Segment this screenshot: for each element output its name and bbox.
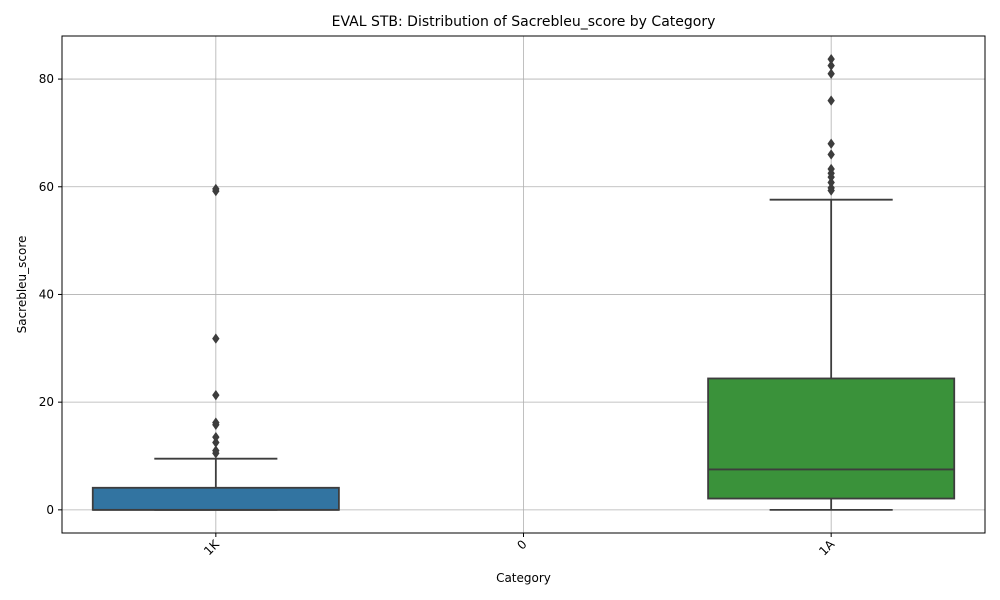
box-1A — [707, 377, 956, 500]
y-axis-title: Sacrebleu_score — [15, 236, 29, 334]
outlier-point — [827, 177, 835, 188]
outlier-point — [827, 138, 835, 149]
y-tick-label: 80 — [39, 72, 54, 86]
chart-title: EVAL STB: Distribution of Sacrebleu_scor… — [332, 14, 716, 30]
box-1K — [91, 486, 340, 511]
outlier-point — [212, 183, 220, 195]
outlier-point — [212, 431, 220, 443]
outlier-point — [212, 389, 220, 401]
x-tick-label: 1A — [816, 537, 838, 559]
outlier-point — [827, 163, 835, 175]
y-tick-label: 0 — [46, 503, 54, 517]
outlier-point — [827, 60, 835, 71]
outlier-point — [212, 333, 220, 344]
outlier-point — [827, 182, 835, 194]
boxes — [91, 53, 956, 511]
outlier-point — [212, 417, 220, 428]
x-tick-label: 0 — [514, 537, 529, 552]
x-axis-title: Category — [496, 571, 551, 585]
outlier-point — [212, 437, 220, 448]
outlier-point — [827, 95, 835, 106]
y-tick-label: 40 — [39, 287, 54, 301]
outlier-point — [827, 53, 835, 65]
outlier-point — [212, 445, 220, 456]
y-tick-label: 60 — [39, 180, 54, 194]
outlier-point — [827, 149, 835, 160]
y-tick-label: 20 — [39, 395, 54, 409]
outlier-point — [827, 68, 835, 79]
x-tick-label: 1K — [201, 536, 223, 558]
